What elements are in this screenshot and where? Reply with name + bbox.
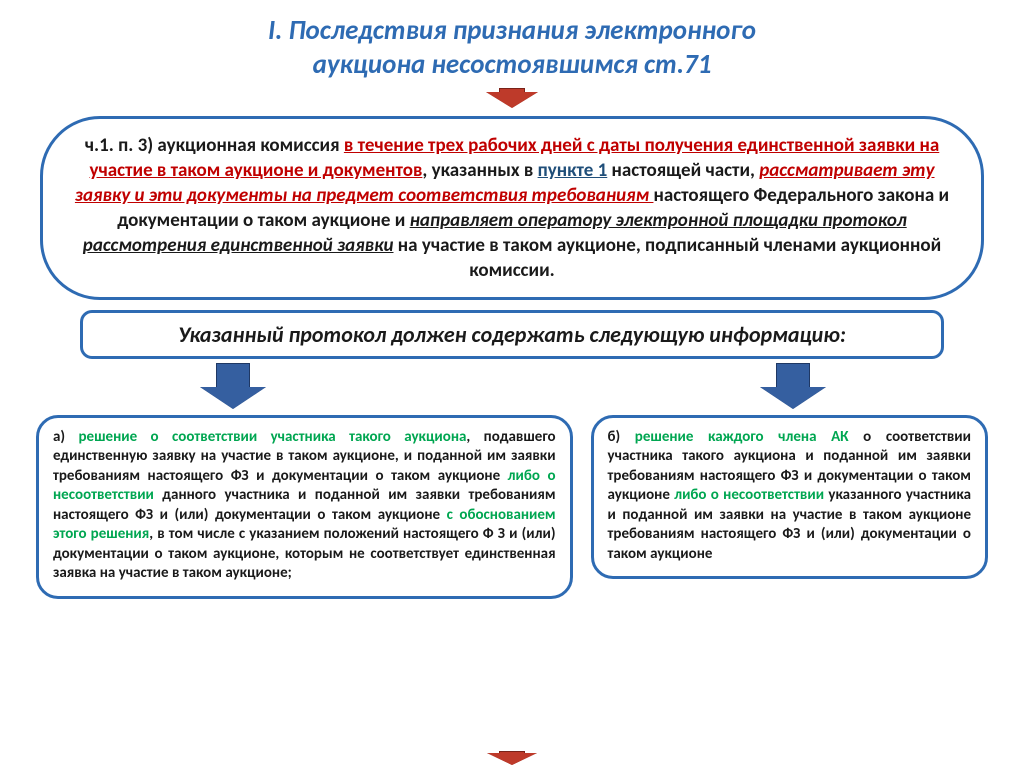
main-t9: на участие в таком аукционе, подписанный… — [394, 234, 942, 282]
main-box: ч.1. п. 3) аукционная комиссия в течение… — [40, 116, 984, 300]
main-t5: настоящей части, — [607, 159, 759, 182]
left-box: а) решение о соответствии участника тако… — [36, 415, 573, 599]
arrow-head — [486, 92, 538, 108]
main-t4: пункте 1 — [538, 159, 608, 182]
left-col: а) решение о соответствии участника тако… — [36, 415, 573, 599]
arrow-head — [200, 387, 266, 409]
main-t3: , указанных в — [422, 159, 537, 182]
sub-box: Указанный протокол должен содержать след… — [80, 310, 944, 359]
arrow-blue-right — [760, 363, 826, 409]
left-a: а) — [53, 428, 78, 446]
left-g1: решение о соответствии участника такого … — [78, 428, 466, 446]
right-col: б) решение каждого члена АК о соответств… — [591, 415, 988, 580]
sub-text: Указанный протокол должен содержать след… — [178, 321, 846, 348]
page-title: I. Последствия признания электронного ау… — [0, 0, 1024, 88]
arrow-head — [760, 387, 826, 409]
arrow-stem — [216, 363, 250, 387]
right-g2: либо о несоответствии — [674, 486, 824, 504]
main-t1: ч.1. п. 3) аукционная комиссия — [85, 134, 344, 157]
two-col: а) решение о соответствии участника тако… — [36, 415, 988, 599]
right-g1: решение каждого члена АК — [635, 428, 849, 446]
title-line1: I. Последствия признания электронного — [268, 14, 756, 47]
title-line2: аукциона несостоявшимся ст.71 — [313, 48, 712, 81]
right-b: б) — [608, 428, 635, 446]
right-box: б) решение каждого члена АК о соответств… — [591, 415, 988, 580]
arrow-stem — [776, 363, 810, 387]
arrow-red-bottom — [487, 751, 537, 765]
arrow-head — [487, 753, 537, 765]
arrow-blue-left — [200, 363, 266, 409]
arrow-red-top — [0, 88, 1024, 108]
